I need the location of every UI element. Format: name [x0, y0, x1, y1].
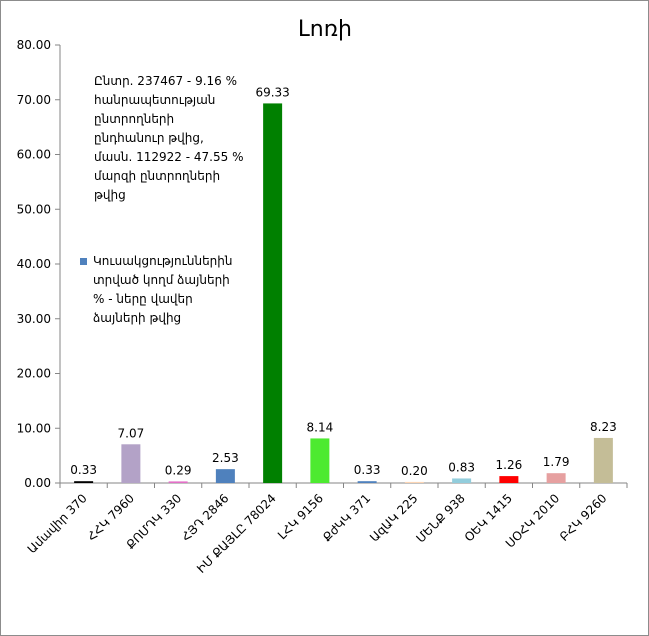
- legend-swatch: [80, 258, 87, 265]
- axes: 0.00 10.00 20.00 30.00 40.00 50.00 60.00 70.00 8…: [17, 38, 628, 490]
- data-label: 0.29: [165, 463, 192, 477]
- legend-entry: Կուսակցություններին տրված կողմ ձայների %…: [80, 252, 250, 328]
- category-label: ԱզԱԿ 225: [367, 491, 420, 544]
- y-tick-label: 0.00: [24, 476, 51, 490]
- chart-title: Լոռի: [298, 17, 352, 42]
- data-label: 8.14: [307, 420, 334, 434]
- bar: [357, 481, 377, 483]
- bar: [121, 444, 141, 483]
- data-label: 0.20: [401, 464, 428, 478]
- data-label: 1.79: [543, 455, 570, 469]
- data-label: 0.33: [354, 463, 381, 477]
- category-label: ՄԵՆՔ 938: [413, 491, 467, 545]
- category-label: ՔժԿԿ 371: [320, 491, 373, 544]
- bar: [593, 437, 613, 483]
- y-tick-label: 60.00: [17, 148, 51, 162]
- data-labels: 0.33 7.07 0.29 2.53 69.33 8.14 0.33 0.20 0.83 1.2…: [70, 85, 616, 477]
- bar: [263, 103, 283, 484]
- data-label: 1.26: [496, 458, 523, 472]
- bar: [546, 473, 566, 483]
- bar: [215, 469, 235, 483]
- legend-label: Կուսակցություններին տրված կողմ ձայների %…: [93, 254, 233, 325]
- category-label: ԼՀԿ 9156: [275, 491, 326, 542]
- category-label: ԲՀԿ 9260: [557, 491, 610, 544]
- bar: [74, 481, 94, 483]
- y-tick-label: 40.00: [17, 257, 51, 271]
- category-label: ԻՄ ՔԱՅԼԸ 78024: [194, 491, 279, 576]
- bars: [74, 103, 613, 484]
- bar: [168, 481, 188, 483]
- data-label: 7.07: [118, 426, 145, 440]
- annotation-text: Ընտր. 237467 - 9.16 % հանրապետության ընտ…: [94, 74, 244, 202]
- bar: [404, 481, 424, 483]
- y-tick-label: 20.00: [17, 367, 51, 381]
- bar: [310, 438, 330, 483]
- y-tick-label: 10.00: [17, 421, 51, 435]
- data-label: 2.53: [212, 451, 239, 465]
- data-label: 8.23: [590, 420, 617, 434]
- category-label: Ամավիր 370: [25, 491, 90, 556]
- chart-notes: Ընտր. 237467 - 9.16 % հանրապետության ընտ…: [80, 72, 250, 328]
- y-tick-label: 50.00: [17, 202, 51, 216]
- data-label: 0.83: [448, 460, 475, 474]
- data-label: 69.33: [255, 85, 289, 99]
- y-tick-label: 30.00: [17, 312, 51, 326]
- bar: [499, 476, 519, 483]
- bar: [452, 478, 472, 483]
- y-tick-label: 80.00: [17, 38, 51, 52]
- data-label: 0.33: [70, 463, 97, 477]
- y-tick-label: 70.00: [17, 93, 51, 107]
